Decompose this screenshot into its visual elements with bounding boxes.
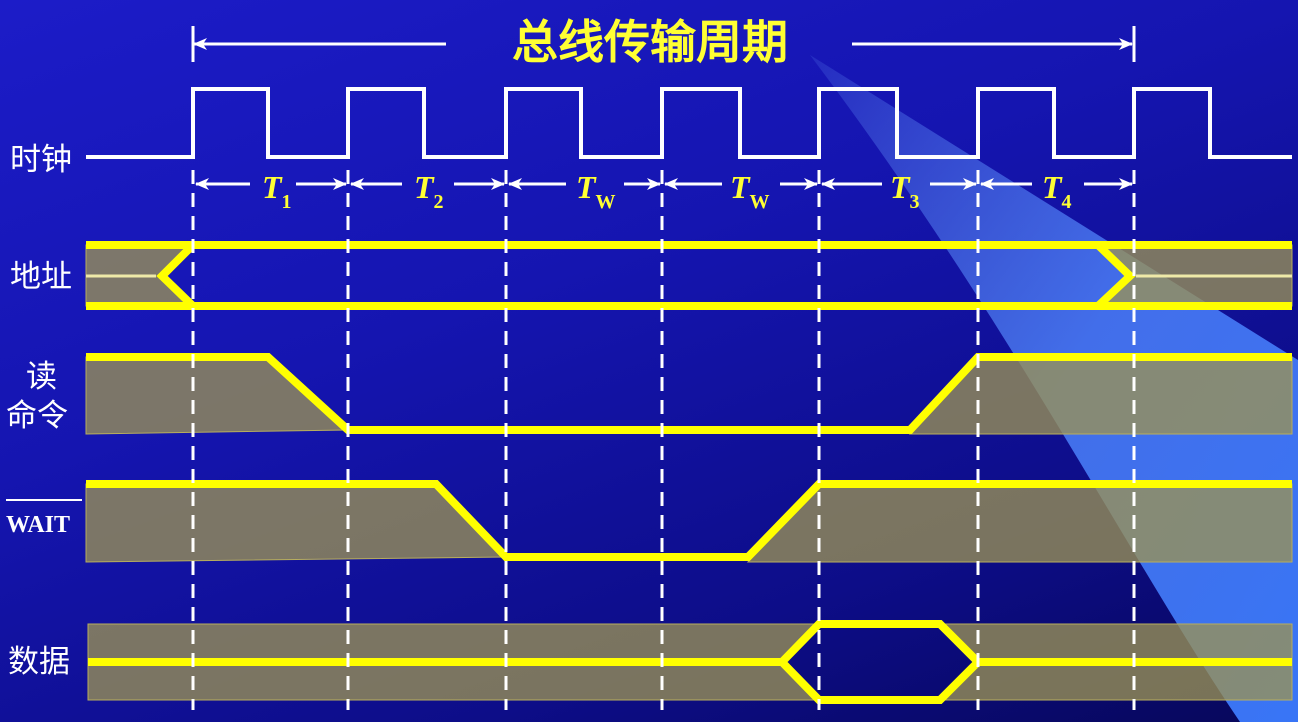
label-clock: 时钟 xyxy=(10,142,72,178)
period-label-t1: T1 xyxy=(262,169,292,213)
data-valid-shape xyxy=(776,620,984,704)
period-label-t2: T2 xyxy=(414,169,444,213)
clock-waveform xyxy=(86,87,1292,159)
label-read-line2: 命令 xyxy=(6,398,68,434)
period-label-t3: T3 xyxy=(890,169,920,213)
read-command-line xyxy=(86,353,1292,434)
label-wait: WAIT xyxy=(6,512,70,538)
period-label-t4: T4 xyxy=(1042,169,1072,213)
label-read-line1: 读 xyxy=(26,359,57,395)
signal-lines xyxy=(86,241,1292,704)
address-open-right xyxy=(1095,242,1136,309)
period-label-tw1: TW xyxy=(576,169,616,213)
period-label-tw2: TW xyxy=(730,169,770,213)
address-open-left xyxy=(156,242,196,309)
wait-band-right xyxy=(746,483,1293,563)
title-group: 总线传输周期 xyxy=(191,15,1136,69)
label-address: 地址 xyxy=(10,259,72,295)
clock-boundary-lines xyxy=(191,170,1136,710)
label-data: 数据 xyxy=(8,644,70,680)
wait-line xyxy=(86,480,1292,561)
diagram-title: 总线传输周期 xyxy=(512,15,788,69)
